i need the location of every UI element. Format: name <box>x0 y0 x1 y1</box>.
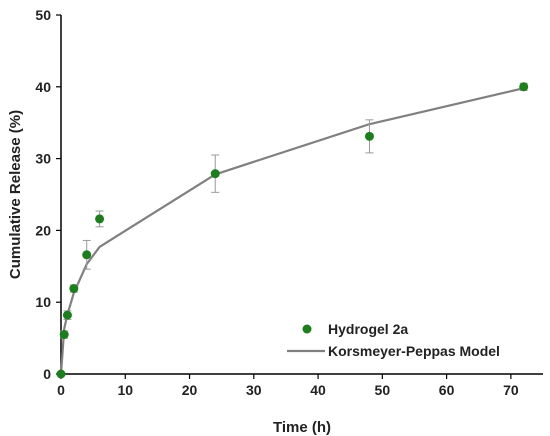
x-tick-label: 50 <box>375 382 391 398</box>
data-point <box>95 214 105 224</box>
y-tick-label: 50 <box>35 7 51 23</box>
legend-marker-hydrogel <box>302 324 312 334</box>
data-point <box>82 250 92 260</box>
data-point <box>62 310 72 320</box>
y-tick-label: 0 <box>43 366 51 382</box>
x-tick-label: 10 <box>117 382 133 398</box>
y-tick-label: 20 <box>35 222 51 238</box>
y-tick-label: 40 <box>35 79 51 95</box>
y-tick-label: 30 <box>35 151 51 167</box>
data-point <box>69 284 79 294</box>
x-axis-title: Time (h) <box>273 419 331 436</box>
data-point <box>59 330 69 340</box>
x-tick-label: 0 <box>57 382 65 398</box>
data-point <box>519 82 529 92</box>
legend-label-model: Korsmeyer-Peppas Model <box>328 343 500 359</box>
data-point <box>364 131 374 141</box>
y-axis-title: Cumulative Release (%) <box>7 110 24 279</box>
data-point <box>210 169 220 179</box>
legend: Hydrogel 2a Korsmeyer-Peppas Model <box>287 321 500 359</box>
x-tick-label: 60 <box>439 382 455 398</box>
model-line <box>59 87 524 375</box>
x-tick-label: 30 <box>246 382 262 398</box>
data-point <box>56 369 66 379</box>
plot-area <box>56 82 529 379</box>
x-tick-label: 40 <box>310 382 326 398</box>
legend-label-hydrogel: Hydrogel 2a <box>328 321 408 337</box>
axes: 0 10 20 30 40 50 0 10 20 30 40 50 60 70 <box>35 7 543 398</box>
x-tick-label: 70 <box>503 382 519 398</box>
y-tick-label: 10 <box>35 294 51 310</box>
x-tick-label: 20 <box>182 382 198 398</box>
